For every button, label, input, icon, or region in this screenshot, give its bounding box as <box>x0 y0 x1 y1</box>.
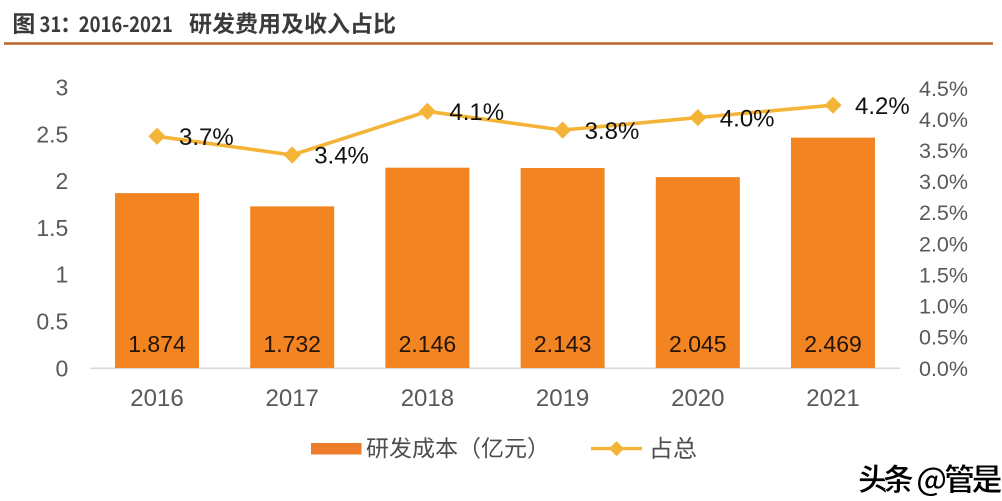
svg-text:2.469: 2.469 <box>804 331 862 357</box>
svg-text:3.4%: 3.4% <box>314 143 369 170</box>
svg-text:3.7%: 3.7% <box>179 124 234 151</box>
svg-text:2017: 2017 <box>266 385 319 412</box>
svg-text:0.0%: 0.0% <box>919 357 968 381</box>
svg-text:2.0%: 2.0% <box>919 232 968 256</box>
svg-text:2: 2 <box>56 168 69 194</box>
svg-text:4.0%: 4.0% <box>919 108 968 132</box>
svg-text:3: 3 <box>56 74 69 100</box>
svg-text:2.5%: 2.5% <box>919 201 968 225</box>
svg-text:3.0%: 3.0% <box>919 170 968 194</box>
svg-text:1.5%: 1.5% <box>919 264 968 288</box>
svg-text:2020: 2020 <box>671 385 724 412</box>
svg-text:2021: 2021 <box>806 385 859 412</box>
svg-text:0.5%: 0.5% <box>919 326 968 350</box>
svg-text:4.1%: 4.1% <box>449 99 504 126</box>
svg-text:2.5: 2.5 <box>36 121 68 147</box>
svg-text:2.146: 2.146 <box>399 331 457 357</box>
svg-text:1.732: 1.732 <box>263 331 321 357</box>
svg-text:3.5%: 3.5% <box>919 139 968 163</box>
svg-text:1.5: 1.5 <box>36 215 68 241</box>
svg-text:2019: 2019 <box>536 385 589 412</box>
svg-text:0.5: 0.5 <box>36 309 68 335</box>
svg-text:2018: 2018 <box>401 385 454 412</box>
svg-text:4.0%: 4.0% <box>720 105 775 132</box>
svg-text:4.5%: 4.5% <box>919 77 968 101</box>
svg-text:1.0%: 1.0% <box>919 295 968 319</box>
svg-text:1: 1 <box>56 262 69 288</box>
svg-text:2.143: 2.143 <box>534 331 592 357</box>
svg-text:1.874: 1.874 <box>128 331 186 357</box>
svg-text:2016: 2016 <box>130 385 183 412</box>
svg-text:2.045: 2.045 <box>669 331 727 357</box>
svg-text:3.8%: 3.8% <box>585 118 640 145</box>
svg-text:0: 0 <box>56 355 69 381</box>
svg-text:4.2%: 4.2% <box>855 93 910 120</box>
